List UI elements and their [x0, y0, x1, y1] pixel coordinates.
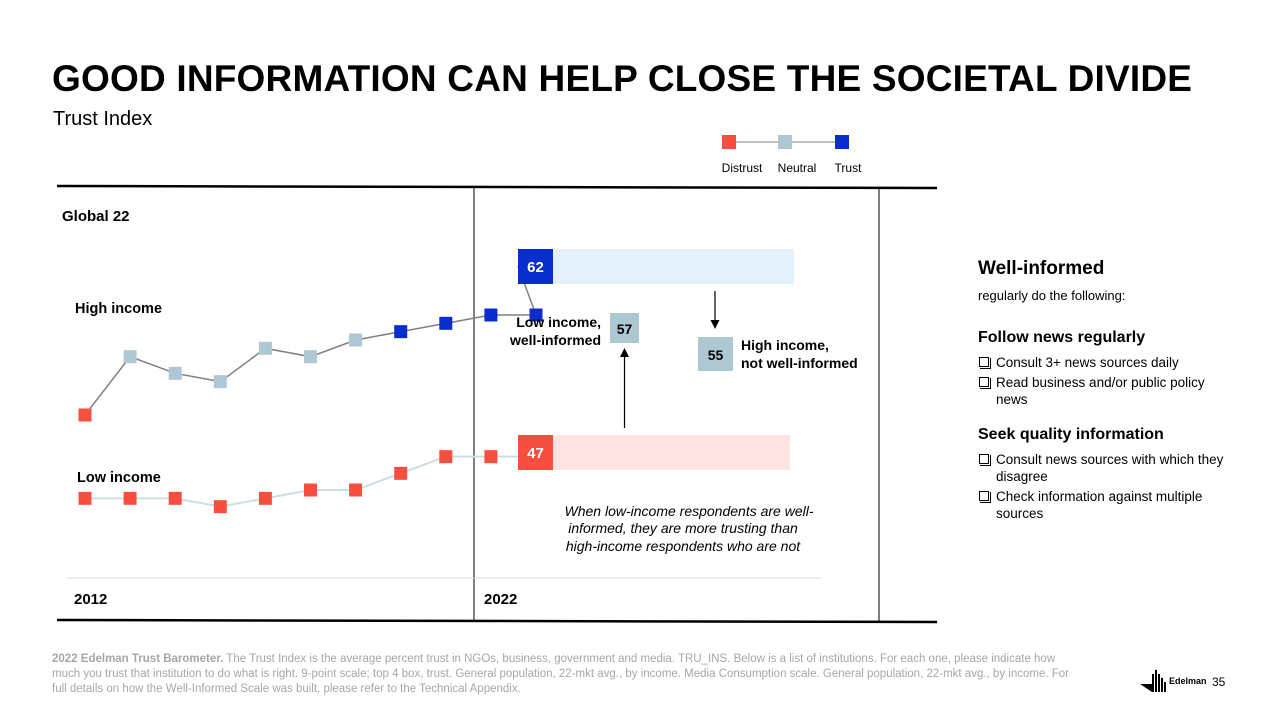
callout-label-low-income-well-informed-1: Low income,	[516, 314, 601, 330]
page-number: 35	[1212, 675, 1226, 689]
data-point-low-income-2013	[123, 491, 137, 505]
annotation-line-3: high-income respondents who are not	[566, 538, 801, 554]
distrust-bar-background	[518, 435, 790, 470]
list-item-text: Consult 3+ news sources daily	[996, 355, 1179, 370]
page-subtitle: Trust Index	[53, 108, 153, 130]
panel-heading: Well-informed	[978, 258, 1105, 279]
data-point-high-income-2018	[349, 333, 363, 347]
callout-value-low-income: 47	[527, 445, 544, 462]
data-point-low-income-2018	[349, 483, 363, 497]
chart-legend: Distrust Neutral Trust	[722, 135, 862, 175]
data-point-low-income-2020	[439, 450, 453, 464]
series-line-high-income	[84, 265, 538, 416]
callout-value-high-income: 62	[527, 259, 544, 276]
callout-label-high-income-not-well-informed-1: High income,	[741, 337, 829, 353]
legend-label-neutral: Neutral	[778, 161, 817, 175]
data-point-high-income-2020	[439, 316, 453, 330]
callout-box-low-income-well-informed	[610, 313, 639, 343]
legend-label-trust: Trust	[835, 161, 863, 175]
footnote-text: The Trust Index is the average percent t…	[52, 653, 1069, 695]
data-point-low-income-2016	[258, 491, 272, 505]
callout-box-low-income	[518, 435, 553, 470]
list-item: Consult 3+ news sources daily	[978, 354, 1228, 371]
data-point-low-income-2015	[213, 500, 227, 514]
series-line-low-income	[85, 445, 540, 508]
brand-name: Edelman	[1169, 676, 1207, 686]
trust-bar-background	[518, 249, 794, 284]
list-item: Check information against multiple sourc…	[978, 488, 1228, 522]
list-item-text: Consult news sources with which they dis…	[996, 452, 1224, 484]
callout-label-high-income-not-well-informed-2: not well-informed	[741, 355, 858, 371]
data-point-high-income-2017	[304, 350, 317, 364]
checkbox-icon	[979, 491, 991, 503]
chart-annotation: When low-income respondents are well- in…	[565, 503, 814, 554]
legend-swatch-neutral	[778, 135, 792, 149]
footnote-source: 2022 Edelman Trust Barometer.	[52, 653, 224, 665]
callout-label-low-income-well-informed-2: well-informed	[509, 332, 601, 348]
x-tick-label-end: 2022	[484, 591, 517, 608]
section-heading-seek-quality: Seek quality information	[978, 426, 1164, 443]
section-list-seek-quality: Consult news sources with which they dis…	[978, 451, 1228, 522]
arrow-down-head	[710, 320, 720, 329]
frame-top-rule	[56, 184, 938, 190]
panel-subheading: regularly do the following:	[978, 288, 1126, 303]
series-label-low-income: Low income	[77, 470, 161, 486]
checkbox-icon	[979, 454, 991, 466]
list-item: Consult news sources with which they dis…	[978, 451, 1228, 485]
data-point-high-income-2022	[529, 308, 543, 322]
list-item: Read business and/or public policy news	[978, 374, 1228, 408]
data-point-low-income-2021	[484, 450, 498, 464]
footnote: 2022 Edelman Trust Barometer. The Trust …	[52, 652, 1082, 697]
section-list-follow-news: Consult 3+ news sources daily Read busin…	[978, 354, 1228, 408]
data-point-high-income-2016	[258, 341, 272, 355]
annotation-line-1: When low-income respondents are well-	[565, 503, 814, 519]
data-point-high-income-2012	[78, 408, 92, 422]
data-point-low-income-2012	[78, 491, 92, 505]
annotation-line-2: informed, they are more trusting than	[568, 520, 798, 536]
data-point-high-income-2019	[394, 325, 408, 339]
chart-title: Global 22	[62, 208, 130, 225]
data-point-low-income-2017	[304, 483, 317, 497]
checkbox-icon	[979, 357, 991, 369]
well-informed-panel: Well-informed regularly do the following…	[978, 258, 1228, 525]
section-heading-follow-news: Follow news regularly	[978, 329, 1146, 346]
edelman-logo-icon	[1140, 670, 1166, 692]
data-point-low-income-2014	[168, 491, 182, 505]
list-item-text: Read business and/or public policy news	[996, 375, 1205, 407]
callout-value-low-income-well-informed: 57	[617, 321, 633, 337]
list-item-text: Check information against multiple sourc…	[996, 489, 1203, 521]
data-point-high-income-2013	[123, 350, 137, 364]
checkbox-icon	[979, 377, 991, 389]
frame-bottom-rule	[56, 618, 938, 624]
series-label-high-income: High income	[75, 301, 162, 317]
arrow-up-head	[620, 348, 629, 357]
data-point-high-income-2015	[213, 375, 227, 389]
series-markers	[78, 308, 543, 514]
callout-value-high-income-not-well-informed: 55	[708, 347, 724, 363]
callout-box-high-income	[518, 249, 553, 284]
page-title: GOOD INFORMATION CAN HELP CLOSE THE SOCI…	[52, 58, 1193, 99]
x-tick-label-start: 2012	[74, 591, 107, 608]
callout-box-high-income-not-well-informed	[698, 337, 733, 371]
legend-swatch-distrust	[722, 135, 736, 149]
data-point-low-income-2019	[394, 466, 408, 480]
legend-swatch-trust	[835, 135, 849, 149]
brand-logo: Edelman	[1140, 670, 1207, 692]
data-point-high-income-2014	[168, 366, 182, 380]
data-point-high-income-2021	[484, 308, 498, 322]
legend-label-distrust: Distrust	[722, 161, 763, 175]
